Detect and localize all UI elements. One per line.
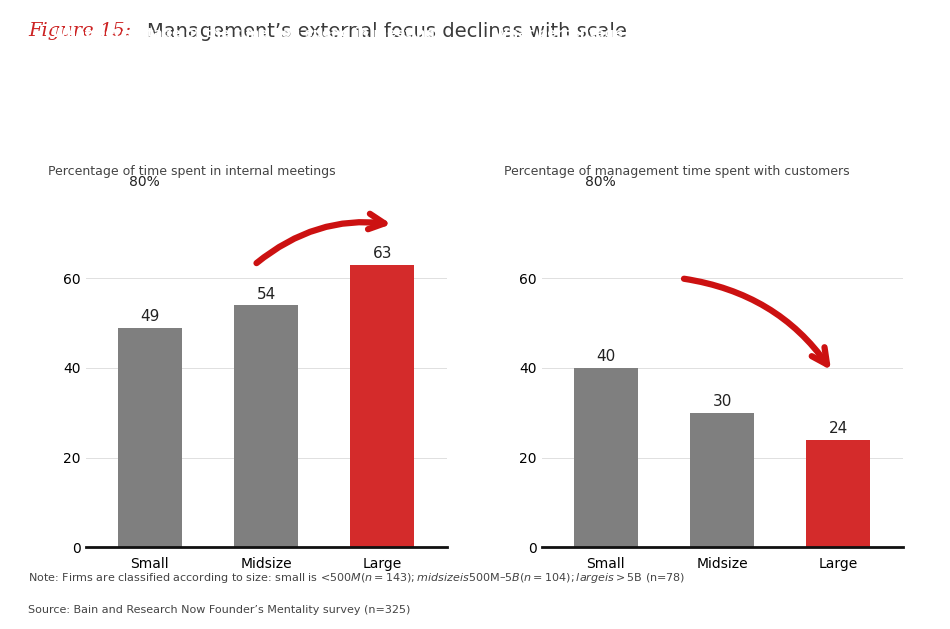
Text: What percentage of senior management’s time is spent
directly with customers?: What percentage of senior management’s t… <box>494 27 912 58</box>
Text: 80%: 80% <box>584 175 616 189</box>
Text: Management’s external focus declines with scale: Management’s external focus declines wit… <box>147 21 627 41</box>
Text: What percentage of the time you spend in meetings
is internally focused?: What percentage of the time you spend in… <box>51 27 443 58</box>
Bar <box>690 413 754 547</box>
Text: 24: 24 <box>828 421 848 436</box>
Bar <box>351 265 414 547</box>
Text: Percentage of management time spent with customers: Percentage of management time spent with… <box>504 165 849 178</box>
Bar <box>807 440 870 547</box>
Bar <box>234 305 298 547</box>
Text: Source: Bain and Research Now Founder’s Mentality survey (n=325): Source: Bain and Research Now Founder’s … <box>28 605 410 615</box>
Text: Percentage of time spent in internal meetings: Percentage of time spent in internal mee… <box>48 165 335 178</box>
Text: Note: Firms are classified according to size: small is <$500M (n=143); midsize i: Note: Firms are classified according to … <box>28 571 686 585</box>
Bar <box>118 328 181 547</box>
Text: 63: 63 <box>372 247 392 261</box>
Text: Figure 15:: Figure 15: <box>28 22 132 40</box>
Text: 80%: 80% <box>128 175 160 189</box>
Text: 40: 40 <box>596 349 616 364</box>
Bar <box>574 368 637 547</box>
Text: 30: 30 <box>712 394 732 409</box>
Text: 54: 54 <box>256 287 275 302</box>
Text: 49: 49 <box>140 309 160 324</box>
